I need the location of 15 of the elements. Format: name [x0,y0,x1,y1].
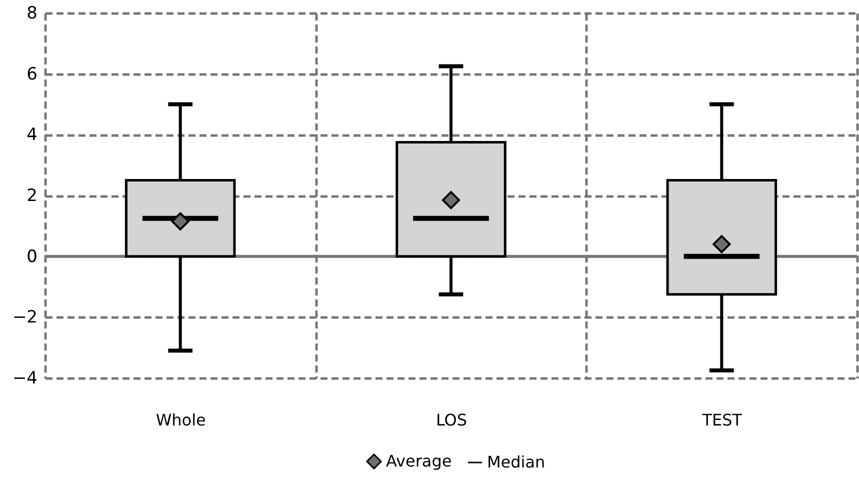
point [712,235,731,254]
y-tick-label: 6 [26,64,38,84]
y-tick-label: −2 [12,308,38,328]
y-tick-label: 8 [26,4,38,24]
legend-label: Average [386,451,452,470]
y-tick-label: 2 [26,186,38,206]
point [171,212,190,230]
y-tick-label: 4 [26,125,38,146]
y-tick-label: −4 [12,368,38,388]
x-tick-label: Whole [156,410,206,430]
x-tick-label: LOS [436,410,468,430]
y-tick-label: 0 [26,246,38,267]
x-tick-label: TEST [701,410,742,430]
legend-label: Median [487,452,546,472]
point [442,191,460,210]
